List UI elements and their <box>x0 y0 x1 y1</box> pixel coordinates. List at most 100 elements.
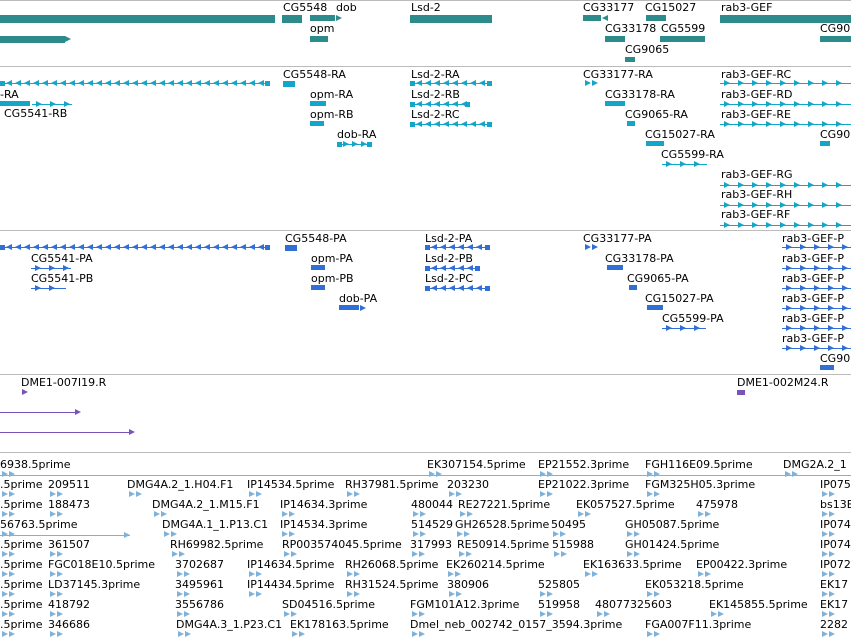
est-label[interactable]: 515988 <box>552 538 594 551</box>
protein-label[interactable]: rab3-GEF-P <box>782 332 845 345</box>
est-label[interactable]: 48077325603 <box>595 598 672 611</box>
feature-bar[interactable] <box>410 15 492 23</box>
feature-bar[interactable] <box>265 81 270 86</box>
feature-bar[interactable] <box>0 245 5 250</box>
est-label[interactable]: DMG4A.1_1.P13.C1 <box>162 518 269 531</box>
mrna-label[interactable]: Lsd-2-RA <box>411 68 460 81</box>
est-label[interactable]: bs13E <box>820 498 851 511</box>
feature-bar[interactable] <box>310 101 326 106</box>
protein-label[interactable]: CG15027-PA <box>645 292 714 305</box>
feature-bar[interactable] <box>310 15 335 21</box>
gene-label[interactable]: opm <box>310 22 335 35</box>
est-label[interactable]: .5prime <box>0 498 43 511</box>
mrna-label[interactable]: CG5548-RA <box>283 68 346 81</box>
est-label[interactable]: 525805 <box>538 578 580 591</box>
gene-bar[interactable] <box>0 15 275 23</box>
feature-bar[interactable] <box>311 265 325 270</box>
est-label[interactable]: EK17 <box>820 598 849 611</box>
feature-bar[interactable] <box>647 305 663 310</box>
gene-label[interactable]: CG9065 <box>625 43 670 56</box>
mrna-label[interactable]: CG5541-RB <box>4 107 68 120</box>
mrna-label[interactable]: CG15027-RA <box>645 128 715 141</box>
est-label[interactable]: 50495 <box>551 518 586 531</box>
protein-label[interactable]: rab3-GEF-P <box>782 252 845 265</box>
protein-label[interactable]: CG33178-PA <box>605 252 674 265</box>
feature-bar[interactable] <box>425 266 430 271</box>
feature-bar[interactable] <box>487 122 492 127</box>
est-label[interactable]: EK178163.5prime <box>290 618 389 631</box>
est-label[interactable]: IP14534.3prime <box>280 518 368 531</box>
est-label[interactable]: DMG4A.2_1.M15.F1 <box>152 498 260 511</box>
feature-bar[interactable] <box>367 142 372 147</box>
feature-bar[interactable] <box>629 285 637 290</box>
feature-bar[interactable] <box>310 36 328 42</box>
gene-label[interactable]: CG33177 <box>583 1 635 14</box>
protein-label[interactable]: rab3-GEF-P <box>782 312 845 325</box>
feature-bar[interactable] <box>410 102 415 107</box>
feature-bar[interactable] <box>475 266 480 271</box>
feature-bar[interactable] <box>425 286 430 291</box>
feature-bar[interactable] <box>0 101 30 106</box>
gene-label[interactable]: CG33178 <box>605 22 657 35</box>
feature-bar[interactable] <box>410 122 415 127</box>
est-label[interactable]: RH26068.5prime <box>345 558 439 571</box>
est-label[interactable]: 361507 <box>48 538 90 551</box>
feature-bar[interactable] <box>627 121 635 126</box>
est-label[interactable]: EK260214.5prime <box>446 558 545 571</box>
est-label[interactable]: 6938.5prime <box>0 458 71 471</box>
est-label[interactable]: EP21552.3prime <box>538 458 630 471</box>
protein-label[interactable]: CG90 <box>820 352 851 365</box>
est-label[interactable]: 2282 <box>820 618 848 631</box>
est-label[interactable]: IP075 <box>820 478 851 491</box>
est-label[interactable]: .5prime <box>0 598 43 611</box>
est-label[interactable]: 346686 <box>48 618 90 631</box>
feature-bar[interactable] <box>465 102 470 107</box>
est-label[interactable]: EP00422.3prime <box>696 558 788 571</box>
est-label[interactable]: IP14534.5prime <box>247 478 335 491</box>
feature-bar[interactable] <box>282 15 302 23</box>
gene-label[interactable]: Lsd-2 <box>411 1 441 14</box>
gene-label[interactable]: CG5548 <box>283 1 328 14</box>
protein-label[interactable]: CG9065-PA <box>627 272 689 285</box>
feature-bar[interactable] <box>737 390 745 395</box>
protein-label[interactable]: CG5541-PA <box>31 252 93 265</box>
protein-label[interactable]: dob-PA <box>339 292 378 305</box>
feature-bar[interactable] <box>605 36 625 42</box>
mrna-label[interactable]: CG33178-RA <box>605 88 675 101</box>
gene-label[interactable]: rab3-GEF <box>721 1 773 14</box>
est-label[interactable]: EK17 <box>820 578 849 591</box>
mrna-label[interactable]: opm-RA <box>310 88 354 101</box>
est-label[interactable]: 418792 <box>48 598 90 611</box>
est-label[interactable]: IP14434.5prime <box>247 578 335 591</box>
est-label[interactable]: .5prime <box>0 478 43 491</box>
feature-bar[interactable] <box>310 121 324 126</box>
feature-bar[interactable] <box>720 15 851 23</box>
mrna-label[interactable]: rab3-GEF-RC <box>721 68 792 81</box>
est-label[interactable]: LD37145.3prime <box>48 578 141 591</box>
feature-bar[interactable] <box>410 81 415 86</box>
feature-bar[interactable] <box>660 36 705 42</box>
mrna-label[interactable]: Lsd-2-RB <box>411 88 460 101</box>
est-label[interactable]: FGH116E09.5prime <box>645 458 753 471</box>
est-label[interactable]: 56763.5prime <box>0 518 78 531</box>
est-label[interactable]: GH01424.5prime <box>625 538 720 551</box>
feature-bar[interactable] <box>605 101 625 106</box>
mrna-label[interactable]: CG90 <box>820 128 851 141</box>
est-label[interactable]: EP21022.3prime <box>538 478 630 491</box>
est-label[interactable]: Dmel_neb_002742_0157_3594.3prime <box>410 618 623 631</box>
est-label[interactable]: 3702687 <box>175 558 224 571</box>
est-label[interactable]: FGM101A12.3prime <box>410 598 520 611</box>
est-label[interactable]: DMG4A.2_1.H04.F1 <box>127 478 234 491</box>
mrna-label[interactable]: CG9065-RA <box>625 108 688 121</box>
est-label[interactable]: EK145855.5prime <box>709 598 808 611</box>
est-label[interactable]: .5prime <box>0 538 43 551</box>
protein-label[interactable]: opm-PB <box>311 272 354 285</box>
protein-label[interactable]: CG5548-PA <box>285 232 347 245</box>
est-label[interactable]: .5prime <box>0 618 43 631</box>
est-label[interactable]: 475978 <box>696 498 738 511</box>
est-label[interactable]: DMG2A.2_1 <box>783 458 847 471</box>
est-label[interactable]: 380906 <box>447 578 489 591</box>
feature-bar[interactable] <box>311 285 325 290</box>
est-label[interactable]: FGC018E10.5prime <box>48 558 156 571</box>
feature-bar[interactable] <box>265 245 270 250</box>
